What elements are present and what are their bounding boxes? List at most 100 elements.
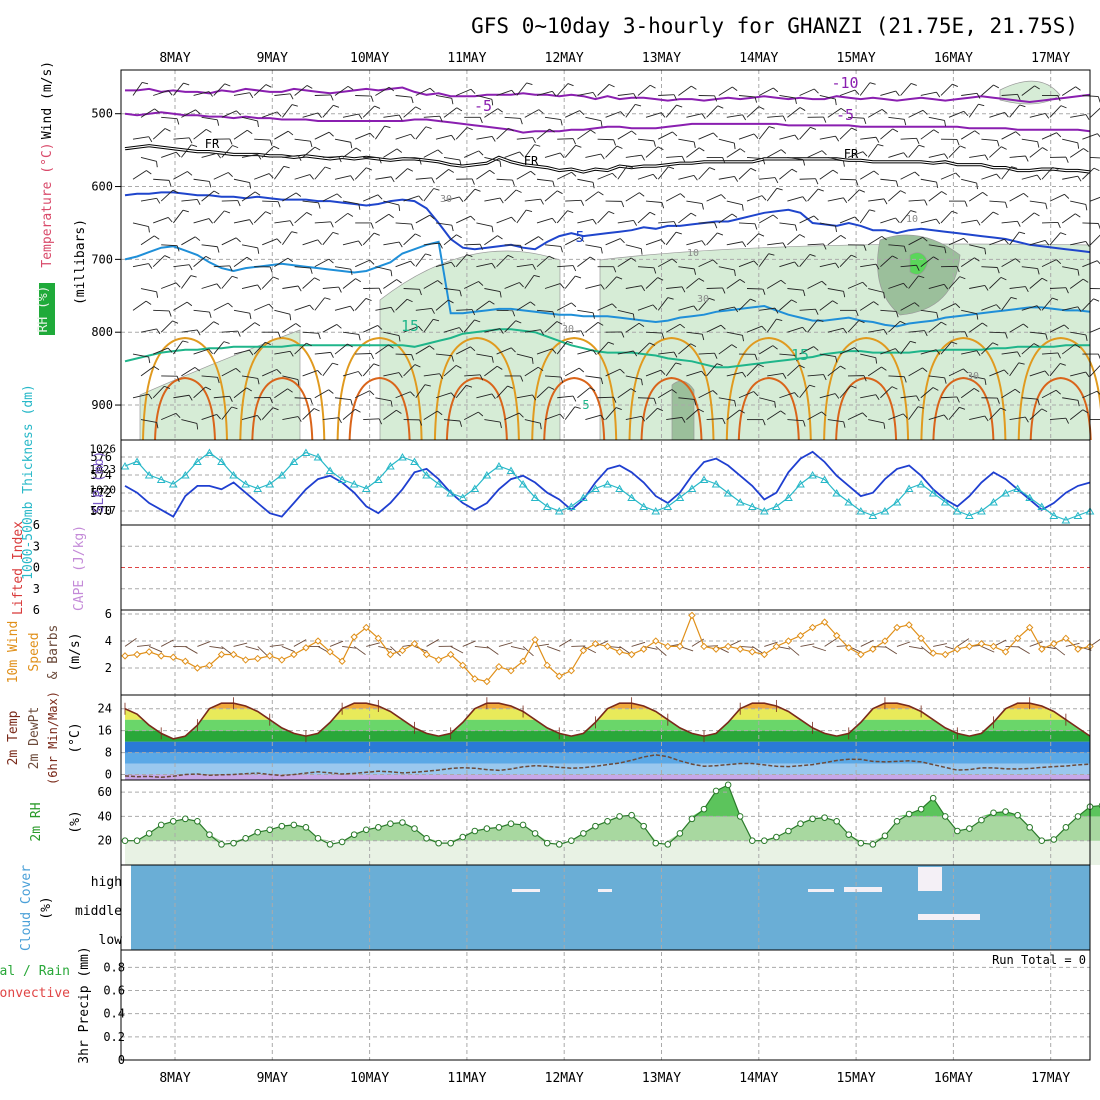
rh2m-point: [157, 821, 165, 829]
wind-barb: [463, 188, 476, 202]
wind-barb-flag: [1083, 148, 1089, 153]
temp-band: [125, 708, 1090, 720]
wind-barb: [900, 137, 917, 140]
wind-barb-flag: [289, 93, 294, 100]
wind-barb: [787, 288, 804, 291]
ytick-label-rh: 60: [98, 785, 112, 799]
wind-barb-10m: [824, 638, 837, 647]
wind-barb-flag: [774, 401, 776, 408]
wind-barb-flag: [224, 210, 231, 214]
wind-barb: [577, 218, 594, 224]
wind-barb: [799, 308, 816, 311]
wind-barb: [940, 83, 953, 96]
wind-barb-flag: [612, 172, 617, 178]
wind-barb: [1049, 324, 1065, 333]
wind-barb: [536, 348, 553, 355]
ylabel-temperature: Temperature (°C): [40, 142, 55, 267]
wind-barb-flag: [621, 331, 625, 338]
wind-barb: [282, 155, 299, 158]
wind10m-point: [591, 640, 600, 648]
wind-barb-flag: [551, 217, 557, 224]
wind-barb: [799, 215, 815, 224]
wind-barb-flag: [956, 266, 960, 273]
wind-barb-flag: [268, 173, 274, 179]
wind-barb: [403, 156, 420, 160]
wind-barb-flag: [552, 91, 557, 97]
wind-barb: [827, 235, 842, 246]
wind-barb-flag: [566, 341, 573, 344]
wind-barb-flag: [317, 370, 322, 376]
wind-barb-flag: [448, 299, 454, 304]
wind-barb-flag: [802, 196, 807, 202]
isotherm-25-loop: [543, 376, 606, 441]
rh2m-point: [580, 830, 587, 837]
wind-barb-flag: [283, 165, 290, 169]
ytick-label-li: 6: [33, 603, 40, 617]
wind-barb-flag: [855, 179, 859, 186]
wind-barb-10m: [788, 646, 800, 656]
wind-barb-flag: [187, 171, 193, 176]
wind-barb: [577, 349, 593, 355]
ylabel-temp2m: 2m Temp: [6, 710, 21, 765]
wind-barb-10m: [812, 646, 827, 652]
wind-barb: [867, 108, 883, 118]
wind-barb: [645, 277, 659, 289]
wind-barb-flag: [652, 304, 658, 310]
wind-barb-flag: [470, 88, 476, 94]
wind-barb-flag: [175, 282, 181, 288]
wind-barb: [948, 110, 965, 118]
wind-barb: [779, 392, 795, 399]
wind-barb-flag: [963, 111, 969, 117]
wind-barb: [294, 266, 311, 269]
wind-barb: [625, 415, 642, 421]
wind-barb-flag: [229, 396, 233, 402]
wind-barb-flag: [1057, 95, 1061, 102]
wind-barb-flag: [1085, 114, 1090, 120]
wind-barb: [767, 242, 784, 246]
wind-barb: [516, 301, 531, 311]
wind-barb: [807, 150, 823, 158]
wind-barb: [758, 253, 769, 267]
wind-barb-flag: [208, 218, 213, 224]
wind-barb: [193, 218, 210, 224]
wind-barb-flag: [511, 216, 516, 222]
wind-barb: [484, 197, 501, 202]
xtick-label-top: 14MAY: [739, 51, 778, 66]
wind-barb-flag: [657, 146, 664, 151]
wind-barb-flag: [843, 197, 848, 204]
ytick-label-temp: 16: [98, 724, 112, 738]
wind-barb: [233, 309, 250, 314]
thickness-point: [808, 471, 817, 479]
wind-barb-flag: [456, 107, 463, 112]
wind-barb: [302, 200, 319, 204]
xtick-label-top: 8MAY: [159, 51, 190, 66]
wind-barb: [961, 350, 977, 355]
wind-barb-10m: [860, 639, 874, 647]
wind10m-point: [290, 650, 298, 659]
wind-barb-flag: [679, 323, 686, 329]
wind-barb-flag: [858, 320, 865, 324]
wind-barb: [565, 199, 582, 202]
wind-barb: [173, 340, 183, 355]
wind-barb-flag: [154, 108, 160, 113]
thickness-point: [856, 507, 866, 515]
wind-barb: [193, 128, 207, 140]
rh2m-point: [133, 837, 141, 845]
wind-barb-flag: [188, 395, 193, 401]
wind-barb: [880, 90, 896, 96]
thickness-point: [711, 480, 721, 488]
wind10m-point: [977, 640, 986, 648]
wind-barb: [415, 307, 432, 311]
wind-barb-flag: [802, 326, 807, 333]
cloud-gap: [844, 887, 882, 892]
wind-barb-flag: [794, 97, 797, 104]
wind-barb-flag: [984, 415, 989, 422]
wind-barb-flag: [328, 258, 334, 264]
wind-barb-flag: [660, 239, 666, 245]
wind-barb: [544, 413, 561, 421]
wind-barb-flag: [782, 373, 787, 379]
wind-barb: [213, 210, 225, 224]
wind-barb-flag: [1019, 104, 1026, 108]
wind-barb-flag: [741, 204, 744, 211]
wind-barb-flag: [347, 343, 353, 348]
